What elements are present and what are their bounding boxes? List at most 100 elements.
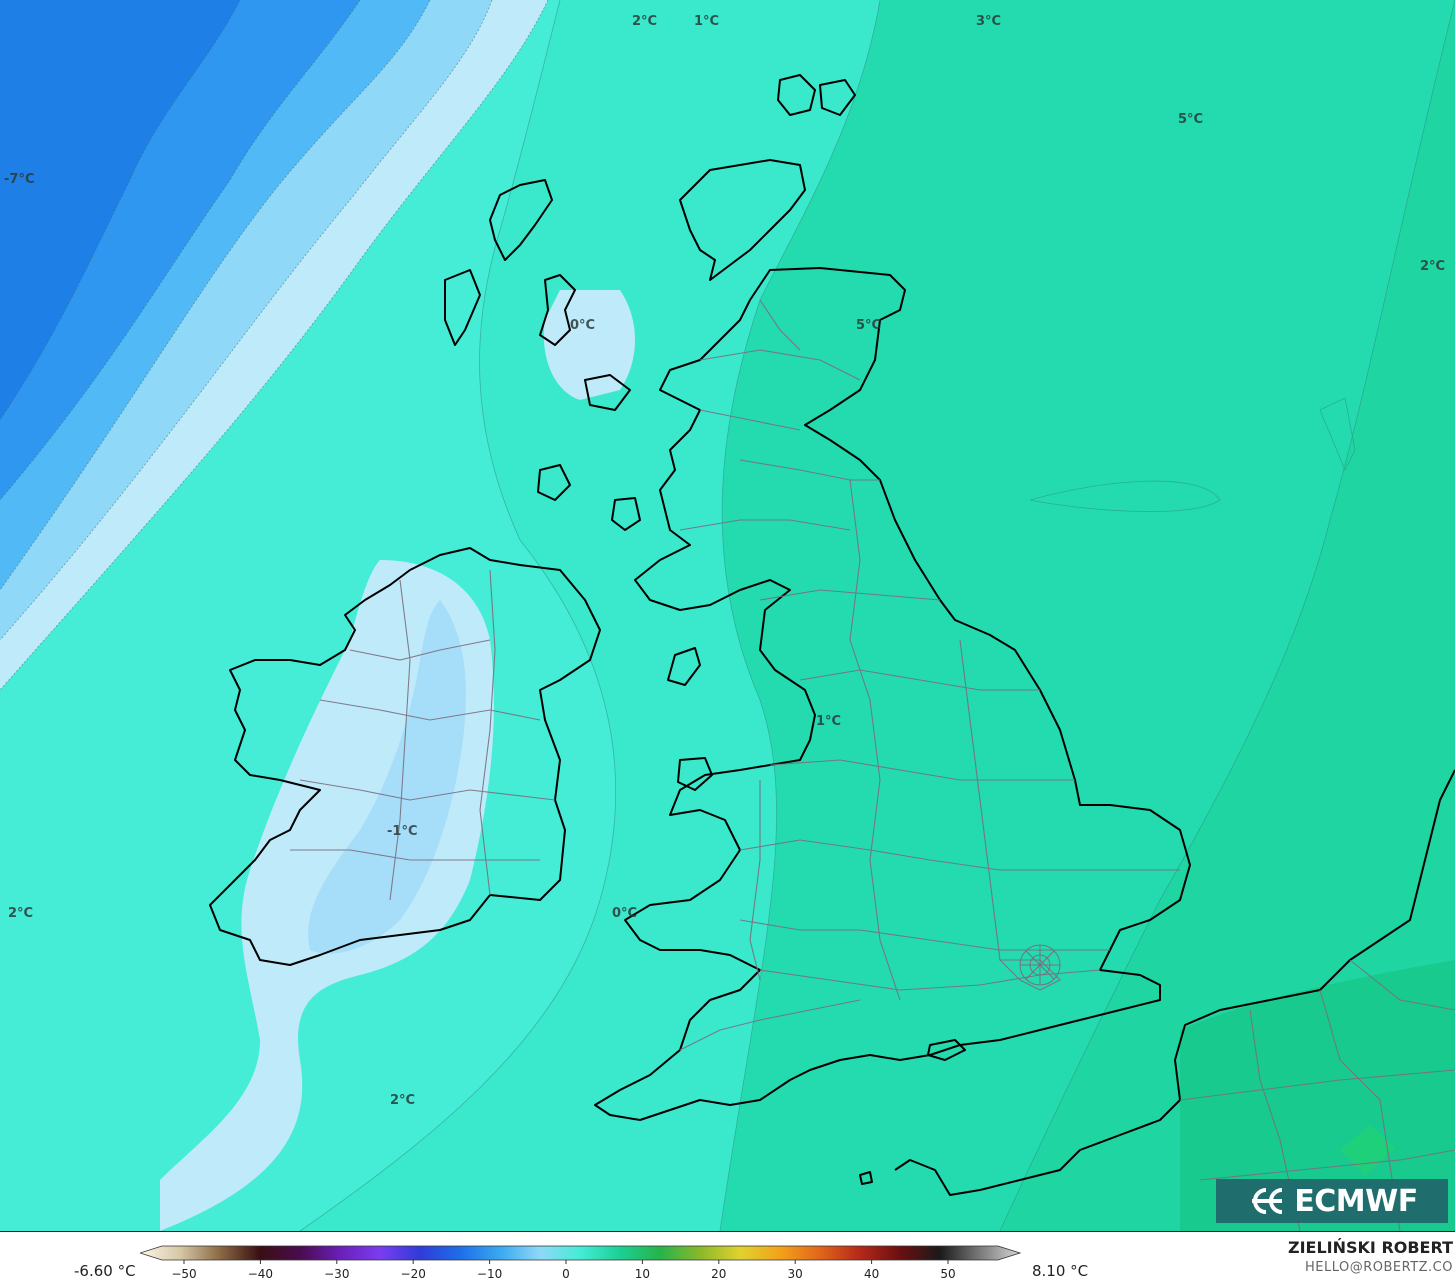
boundary bbox=[759, 299, 801, 351]
contour-line bbox=[999, 0, 1455, 1231]
contour-line bbox=[0, 0, 549, 691]
islay-island bbox=[537, 464, 571, 501]
colorbar-tick-label: 50 bbox=[940, 1267, 955, 1281]
boundary bbox=[759, 969, 1101, 991]
legend-min-value: -6.60 °C bbox=[74, 1262, 136, 1280]
contour-label: 1°C bbox=[816, 714, 841, 729]
contour-line bbox=[0, 0, 493, 641]
colorbar-tick-label: 30 bbox=[788, 1267, 803, 1281]
field-green-east bbox=[1000, 0, 1455, 1231]
anglesey bbox=[677, 757, 713, 791]
boundary bbox=[349, 639, 491, 661]
colorbar-tick-label: −50 bbox=[171, 1267, 196, 1281]
contour-label: 5°C bbox=[856, 318, 881, 333]
legend-footer: -6.60 °C −50 −40 −30 −20 −10 0 10 20 30 40 50 8.10… bbox=[0, 1232, 1455, 1287]
orkney-islands-east bbox=[819, 79, 856, 116]
contour-lines-solid bbox=[299, 0, 1455, 1231]
london-boundaries bbox=[1019, 944, 1061, 986]
boundary bbox=[699, 349, 861, 381]
map-canvas: 2°C 1°C 3°C 5°C -7°C 2°C 0°C 5°C 1°C -1°… bbox=[0, 0, 1455, 1231]
contour-label: 3°C bbox=[976, 14, 1001, 29]
field-ireland-colder bbox=[308, 600, 466, 954]
contour-line bbox=[1029, 480, 1221, 512]
channel-islands bbox=[859, 1171, 873, 1185]
boundary bbox=[799, 669, 1040, 691]
colorbar-tick-label: −10 bbox=[477, 1267, 502, 1281]
contour-label: 2°C bbox=[632, 14, 657, 29]
contour-line bbox=[299, 0, 617, 1231]
field-deep-blue bbox=[0, 0, 240, 420]
contour-line bbox=[1319, 397, 1356, 471]
coastlines bbox=[209, 74, 1455, 1196]
colorbar-ticks: −50 −40 −30 −20 −10 0 10 20 30 40 50 bbox=[171, 1260, 956, 1281]
contour-label: 0°C bbox=[570, 318, 595, 333]
colorbar-tick-label: −20 bbox=[401, 1267, 426, 1281]
boundary bbox=[849, 479, 901, 1001]
skye-island bbox=[539, 274, 576, 346]
orkney-islands bbox=[777, 74, 816, 116]
boundary bbox=[959, 639, 1001, 961]
ecmwf-logo: ECMWF bbox=[1216, 1179, 1448, 1223]
contour-label: -1°C bbox=[387, 824, 417, 839]
colorbar-tick-label: 40 bbox=[864, 1267, 879, 1281]
admin-boundaries bbox=[290, 299, 1455, 1231]
london-lines bbox=[1020, 945, 1060, 985]
lewis-islands bbox=[444, 269, 481, 346]
ireland-coast bbox=[209, 547, 601, 966]
boundary bbox=[319, 699, 541, 721]
boundary bbox=[290, 849, 540, 861]
colorbar: −50 −40 −30 −20 −10 0 10 20 30 40 50 bbox=[140, 1245, 1022, 1281]
colorbar-tick-label: 10 bbox=[635, 1267, 650, 1281]
field-green-continent bbox=[1180, 960, 1455, 1231]
contour-label: 2°C bbox=[8, 906, 33, 921]
author-credit: ZIELIŃSKI ROBERT HELLO@ROBERTZ.CO bbox=[1288, 1238, 1453, 1275]
great-britain-coast bbox=[594, 267, 1191, 1121]
boundary bbox=[389, 579, 411, 901]
boundary bbox=[739, 919, 1110, 951]
boundary bbox=[1179, 1069, 1455, 1101]
boundary bbox=[759, 589, 941, 601]
contour-lines bbox=[0, 0, 549, 691]
boundary bbox=[479, 569, 496, 896]
continent-coast bbox=[894, 769, 1455, 1196]
boundary bbox=[998, 959, 1061, 991]
boundary bbox=[679, 519, 851, 531]
colorbar-tick-label: 0 bbox=[562, 1267, 570, 1281]
contour-labels: 2°C 1°C 3°C 5°C -7°C 2°C 0°C 5°C 1°C -1°… bbox=[4, 14, 1445, 1108]
contour-label: -7°C bbox=[4, 172, 34, 187]
colorbar-bar bbox=[140, 1245, 1022, 1261]
contour-label: 0°C bbox=[612, 906, 637, 921]
colorbar-tick-label: −40 bbox=[248, 1267, 273, 1281]
boundary bbox=[739, 459, 880, 481]
contour-line bbox=[0, 0, 361, 501]
ecmwf-logo-text: ECMWF bbox=[1294, 1183, 1418, 1219]
contour-line bbox=[719, 0, 881, 1231]
colorbar-tick-label: −30 bbox=[324, 1267, 349, 1281]
contour-label: 5°C bbox=[1178, 112, 1203, 127]
boundary bbox=[1349, 959, 1455, 1011]
isle-of-wight bbox=[927, 1039, 966, 1061]
author-name: ZIELIŃSKI ROBERT bbox=[1287, 1238, 1453, 1257]
boundary bbox=[679, 999, 861, 1051]
boundary bbox=[739, 839, 1180, 871]
mull-island bbox=[584, 374, 631, 411]
contour-label: 2°C bbox=[1420, 259, 1445, 274]
contour-label: 1°C bbox=[694, 14, 719, 29]
boundary bbox=[1319, 989, 1401, 1231]
colorbar-tick-label: 20 bbox=[711, 1267, 726, 1281]
ecmwf-logo-icon bbox=[1252, 1188, 1283, 1214]
contour-label: 2°C bbox=[390, 1093, 415, 1108]
scotland-northwest-coast bbox=[679, 159, 806, 281]
arran-island bbox=[611, 497, 641, 531]
legend-max-value: 8.10 °C bbox=[1032, 1262, 1089, 1280]
boundary bbox=[699, 409, 801, 431]
isle-of-man bbox=[667, 647, 701, 686]
boundary bbox=[1199, 1149, 1455, 1181]
boundary bbox=[769, 759, 1075, 781]
boundary bbox=[749, 780, 761, 981]
author-email: HELLO@ROBERTZ.CO bbox=[1304, 1260, 1453, 1275]
outer-hebrides bbox=[489, 179, 553, 261]
boundary bbox=[299, 779, 556, 801]
temperature-map: 2°C 1°C 3°C 5°C -7°C 2°C 0°C 5°C 1°C -1°… bbox=[0, 0, 1455, 1232]
field-warm-spot bbox=[1340, 1125, 1395, 1175]
